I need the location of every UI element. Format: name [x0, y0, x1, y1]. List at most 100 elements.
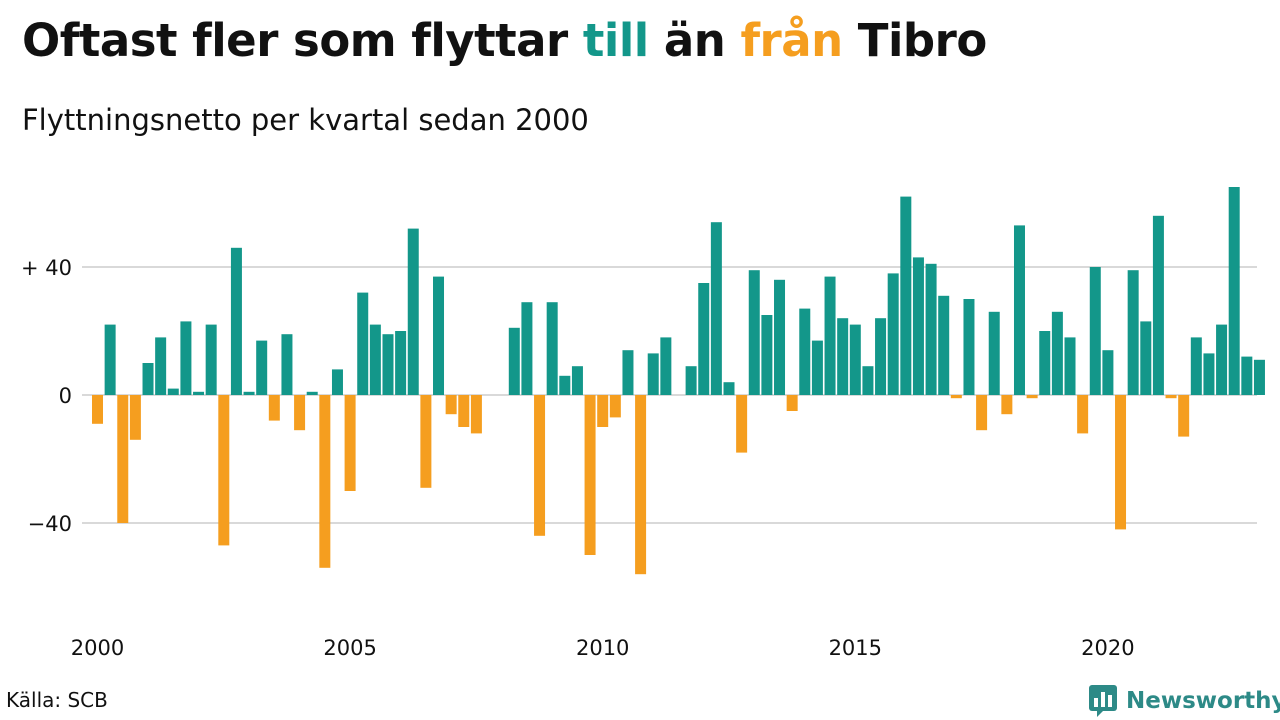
bar	[736, 395, 748, 453]
bar	[862, 366, 874, 395]
bar	[180, 321, 192, 395]
bar	[420, 395, 432, 488]
bar	[988, 311, 1000, 395]
bar	[976, 395, 988, 431]
y-tick-label: 0	[59, 384, 72, 408]
bar	[837, 318, 849, 395]
bar	[1089, 267, 1101, 395]
chart-title: Oftast fler som flyttar till än från Tib…	[22, 14, 987, 67]
bar	[1178, 395, 1190, 437]
bar	[205, 324, 217, 395]
bar	[129, 395, 141, 440]
bar	[407, 228, 419, 395]
bar	[92, 395, 103, 424]
bar	[1203, 353, 1215, 395]
x-tick-label: 2005	[323, 636, 376, 660]
bar	[660, 337, 672, 395]
newsworthy-brand[interactable]: Newsworthy	[1088, 684, 1280, 718]
bar	[723, 382, 735, 395]
bar	[470, 395, 482, 434]
bar	[521, 302, 533, 395]
y-tick-label: −40	[28, 512, 72, 536]
bar	[306, 391, 318, 395]
x-tick-label: 2010	[576, 636, 629, 660]
bar	[635, 395, 647, 575]
title-part-2: än	[648, 14, 741, 67]
bar	[571, 366, 583, 395]
bar	[458, 395, 470, 427]
bar	[167, 388, 179, 395]
bar	[281, 334, 293, 395]
bar	[584, 395, 596, 555]
bar	[218, 395, 230, 546]
bar	[1140, 321, 1152, 395]
bar	[1228, 187, 1240, 395]
x-axis-labels: 2000 2005 2010 2015 2020	[71, 636, 1135, 660]
title-highlight-till: till	[582, 14, 649, 67]
bar	[811, 340, 823, 395]
bar	[230, 247, 242, 395]
bar	[1190, 337, 1202, 395]
bar	[155, 337, 167, 395]
bar	[1064, 337, 1076, 395]
bar	[1026, 395, 1038, 399]
bar	[294, 395, 306, 431]
bar	[1115, 395, 1127, 530]
bar	[357, 292, 369, 395]
bar	[193, 391, 205, 395]
bar	[104, 324, 116, 395]
title-highlight-fran: från	[740, 14, 843, 67]
bar	[774, 279, 786, 395]
bar	[1013, 225, 1025, 395]
bar	[433, 276, 445, 395]
bar	[1127, 270, 1139, 395]
bar	[559, 375, 571, 395]
bar	[508, 327, 520, 395]
bar	[849, 324, 861, 395]
bar	[647, 353, 659, 395]
bar	[1241, 356, 1253, 395]
bar	[938, 295, 950, 395]
bar	[1001, 395, 1013, 415]
title-part-1: Oftast fler som flyttar	[22, 14, 583, 67]
x-tick-label: 2015	[829, 636, 882, 660]
brand-name: Newsworthy	[1126, 688, 1280, 714]
x-tick-label: 2000	[71, 636, 124, 660]
bar	[1152, 215, 1164, 395]
y-axis-labels: + 40 0 −40	[21, 256, 72, 536]
bar	[142, 363, 154, 395]
bar	[597, 395, 609, 427]
bar	[1039, 331, 1051, 395]
bar	[963, 299, 975, 395]
bar	[319, 395, 331, 568]
bar	[710, 222, 722, 395]
bar	[799, 308, 811, 395]
bar	[622, 350, 634, 395]
bar	[1165, 395, 1177, 399]
bar	[445, 395, 457, 415]
bar	[382, 334, 394, 395]
bar	[369, 324, 381, 395]
bar	[1102, 350, 1114, 395]
title-part-3: Tibro	[842, 14, 987, 67]
bar	[912, 257, 924, 395]
bar	[256, 340, 268, 395]
bar	[395, 331, 407, 395]
chart-subtitle: Flyttningsnetto per kvartal sedan 2000	[22, 103, 589, 137]
bar	[950, 395, 962, 399]
newsworthy-logo-icon	[1089, 685, 1117, 717]
bar	[761, 315, 773, 395]
bar	[875, 318, 887, 395]
bar	[698, 283, 710, 395]
bar	[748, 270, 760, 395]
y-tick-label: + 40	[21, 256, 72, 280]
bar	[887, 273, 899, 395]
source-note: Källa: SCB	[6, 688, 108, 712]
bar	[1077, 395, 1089, 434]
bars	[92, 187, 1265, 575]
bar	[1051, 311, 1063, 395]
bar	[243, 391, 255, 395]
bar	[546, 302, 558, 395]
bar	[925, 263, 937, 395]
bar	[900, 196, 912, 395]
